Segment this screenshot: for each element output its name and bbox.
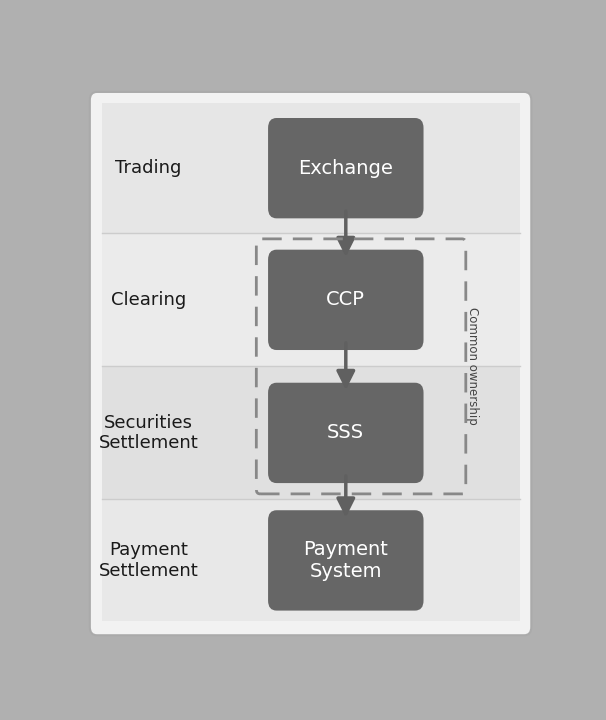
FancyBboxPatch shape <box>268 250 424 350</box>
Text: Clearing: Clearing <box>111 291 186 309</box>
Text: CCP: CCP <box>327 290 365 310</box>
Bar <box>102 366 519 500</box>
Bar <box>102 233 519 366</box>
Text: Common ownership: Common ownership <box>466 307 479 426</box>
FancyBboxPatch shape <box>268 118 424 218</box>
FancyBboxPatch shape <box>268 510 424 611</box>
Text: Securities
Settlement: Securities Settlement <box>99 413 198 452</box>
Text: Trading: Trading <box>115 159 182 177</box>
FancyBboxPatch shape <box>268 383 424 483</box>
Text: SSS: SSS <box>327 423 364 442</box>
Bar <box>102 500 519 621</box>
Text: Payment
System: Payment System <box>304 540 388 581</box>
Text: Exchange: Exchange <box>298 158 393 178</box>
Text: Payment
Settlement: Payment Settlement <box>99 541 198 580</box>
Bar <box>102 103 519 233</box>
FancyBboxPatch shape <box>90 92 531 635</box>
